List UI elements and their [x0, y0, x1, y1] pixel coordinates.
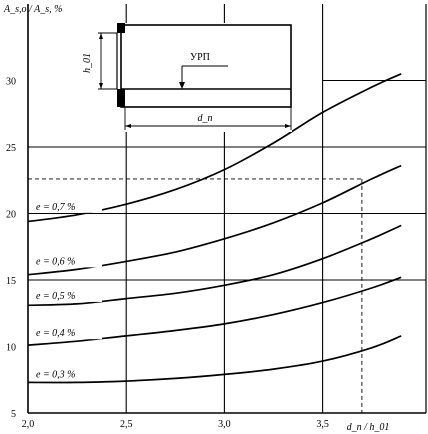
- curve-label-0: e = 0,7 %: [36, 202, 76, 213]
- curve-label-bg-3: [32, 326, 102, 340]
- curve-labels: e = 0,7 % e = 0,6 % e = 0,5 % e = 0,4 % e = …: [32, 199, 102, 381]
- curve-label-bg-2: [32, 288, 102, 302]
- curve-label-bg-4: [32, 367, 102, 381]
- inset-urp-label: УРП: [190, 52, 210, 63]
- y-tick-label-1: 10: [6, 343, 16, 354]
- series-line-4: [27, 335, 402, 384]
- x-axis-label: d_n / h_01: [347, 422, 390, 433]
- y-tick-label-5: 30: [6, 77, 16, 88]
- tick-labels: 2,0 2,5 3,0 3,5 5 10 15 20 25 30: [6, 77, 329, 431]
- x-tick-label-0: 2,0: [22, 419, 35, 430]
- curve-label-4: e = 0,3 %: [36, 369, 76, 380]
- x-tick-label-3: 3,5: [316, 419, 329, 430]
- y-tick-label-2: 15: [6, 276, 16, 287]
- curve-label-2: e = 0,5 %: [36, 291, 76, 302]
- inset-width-label: d_n: [198, 113, 213, 124]
- y-axis-label: A_s,o / A_s, %: [3, 4, 62, 15]
- curve-label-3: e = 0,4 %: [36, 328, 76, 339]
- curve-label-bg-1: [32, 254, 102, 268]
- curve-label-1: e = 0,6 %: [36, 256, 76, 267]
- series-line-2: [27, 224, 402, 307]
- series-line-3: [27, 276, 402, 347]
- inset-diagram: h_01 УРП d_n: [82, 23, 292, 132]
- y-tick-label-3: 20: [6, 210, 16, 221]
- x-tick-label-1: 2,5: [120, 419, 133, 430]
- y-tick-label-4: 25: [6, 143, 16, 154]
- inset-height-label: h_01: [82, 53, 93, 73]
- x-tick-label-2: 3,0: [218, 419, 231, 430]
- y-tick-label-0: 5: [11, 409, 16, 420]
- curve-label-bg-0: [32, 199, 102, 213]
